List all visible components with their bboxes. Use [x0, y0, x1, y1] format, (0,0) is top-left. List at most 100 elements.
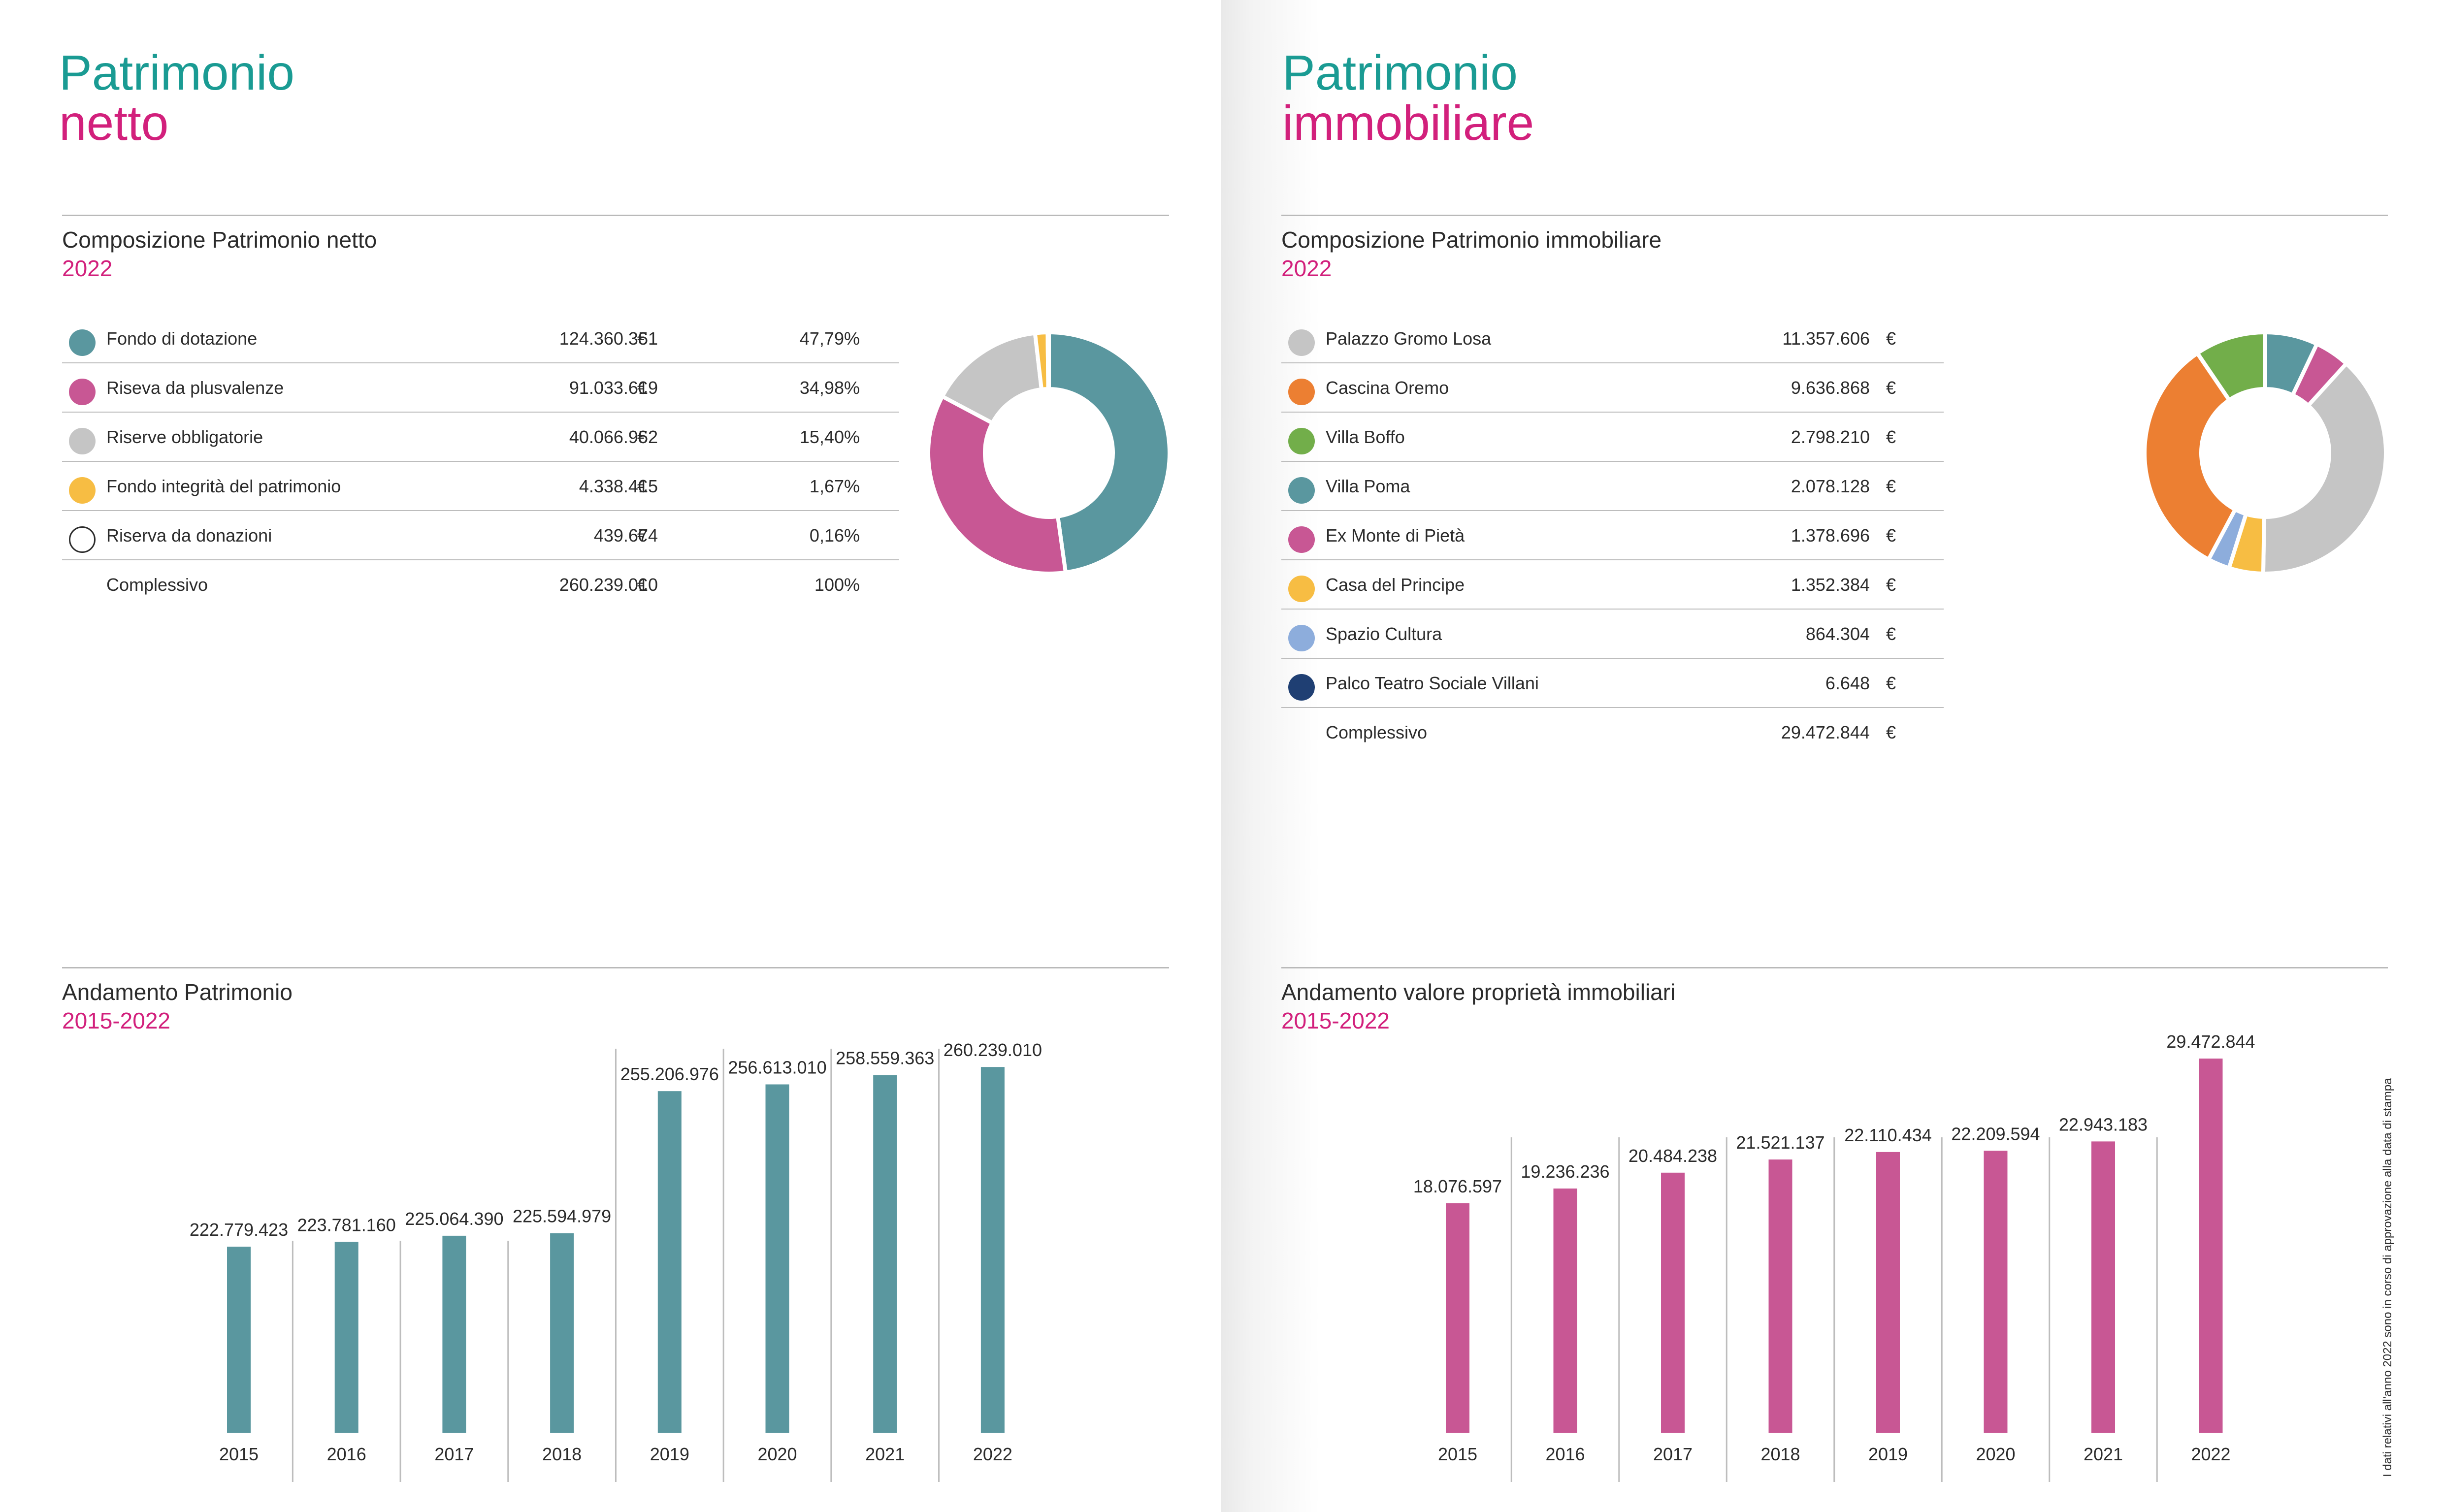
bar-value-label: 223.781.160 — [297, 1215, 396, 1235]
table-row: Casa del Principe 1.352.384 € — [1281, 560, 1944, 610]
table-row: Ex Monte di Pietà 1.378.696 € — [1281, 511, 1944, 560]
table-row: Palco Teatro Sociale Villani 6.648 € — [1281, 659, 1944, 708]
bar — [980, 1067, 1005, 1433]
bar — [765, 1084, 789, 1433]
section-divider — [62, 215, 1169, 216]
legend-swatch — [1288, 576, 1315, 602]
page-left: Patrimonio netto Composizione Patrimonio… — [0, 0, 1221, 1512]
x-tick-label: 2020 — [1976, 1444, 2015, 1464]
table-row: Riserve obbligatorie 40.066.952 €15,40% — [62, 413, 899, 462]
legend-swatch — [1288, 428, 1315, 454]
bar-value-label: 258.559.363 — [836, 1048, 934, 1068]
row-currency: € — [637, 427, 648, 447]
table-row: Cascina Oremo 9.636.868 € — [1281, 363, 1944, 413]
bar — [1446, 1203, 1469, 1433]
row-divider — [1281, 559, 1944, 560]
row-value: 864.304 — [1805, 624, 1870, 644]
legend-swatch — [69, 428, 96, 454]
legend-swatch — [69, 526, 96, 553]
composition-table: Palazzo Gromo Losa 11.357.606 € Cascina Ore… — [1281, 314, 1944, 757]
bar — [1661, 1172, 1685, 1433]
x-tick-label: 2022 — [973, 1444, 1012, 1464]
donut-slice — [2143, 351, 2237, 562]
row-currency: € — [637, 525, 648, 546]
x-tick-label: 2018 — [542, 1444, 582, 1464]
row-currency: € — [1886, 476, 1896, 496]
trend-bar-chart: 222.779.423 2015 223.781.160 2016 225.064.39… — [190, 1040, 1042, 1482]
bar — [2091, 1141, 2115, 1433]
row-divider — [62, 412, 899, 413]
x-tick-label: 2020 — [757, 1444, 797, 1464]
x-tick-label: 2016 — [327, 1444, 366, 1464]
bar-value-label: 22.209.594 — [1951, 1124, 2040, 1144]
row-divider — [1281, 510, 1944, 511]
x-tick-label: 2021 — [2084, 1444, 2123, 1464]
bar — [1553, 1188, 1577, 1433]
total-currency: € — [1886, 722, 1896, 742]
bar-value-label: 255.206.976 — [620, 1064, 719, 1084]
legend-swatch — [69, 329, 96, 356]
page-title: Patrimonio — [59, 45, 294, 100]
row-value: 1.378.696 — [1791, 525, 1870, 546]
bar-value-label: 225.064.390 — [405, 1209, 503, 1229]
bar-value-label: 22.110.434 — [1844, 1125, 1932, 1145]
composition-table: Fondo di dotazione 124.360.351 €47,79% Rise… — [62, 314, 899, 610]
row-label: Riserva da donazioni — [106, 525, 272, 546]
donut-slice — [1045, 330, 1051, 391]
total-value: 29.472.844 — [1781, 722, 1870, 742]
trend-period: 2015-2022 — [1281, 1008, 1390, 1033]
row-divider — [1281, 707, 1944, 708]
composition-donut-chart — [2143, 330, 2388, 576]
row-value: 4.338.415 — [579, 476, 658, 496]
row-value: 40.066.952 — [569, 427, 658, 447]
bar-value-label: 225.594.979 — [513, 1206, 611, 1226]
bar — [657, 1091, 682, 1433]
table-row: Fondo di dotazione 124.360.351 €47,79% — [62, 314, 899, 363]
total-currency: € — [637, 575, 648, 595]
row-label: Ex Monte di Pietà — [1326, 525, 1465, 546]
total-label: Complessivo — [106, 575, 208, 595]
row-value: 6.648 — [1825, 673, 1870, 693]
x-tick-label: 2017 — [434, 1444, 474, 1464]
row-value: 2.798.210 — [1791, 427, 1870, 447]
donut-slice — [2195, 330, 2267, 402]
bar-value-label: 29.472.844 — [2166, 1031, 2255, 1052]
row-divider — [1281, 461, 1944, 462]
bar-value-label: 256.613.010 — [728, 1057, 826, 1077]
table-row: Villa Poma 2.078.128 € — [1281, 462, 1944, 511]
row-currency: € — [1886, 673, 1896, 693]
legend-swatch — [1288, 379, 1315, 405]
row-divider — [1281, 658, 1944, 659]
composition-donut-chart — [926, 330, 1172, 576]
row-divider — [62, 362, 899, 363]
row-divider — [1281, 609, 1944, 610]
row-label: Riseva da plusvalenze — [106, 378, 284, 398]
row-label: Villa Boffo — [1326, 427, 1405, 447]
bar-value-label: 19.236.236 — [1521, 1161, 1609, 1182]
row-value: 2.078.128 — [1791, 476, 1870, 496]
section-divider — [62, 967, 1169, 968]
row-label: Casa del Principe — [1326, 575, 1465, 595]
bar-value-label: 260.239.010 — [944, 1040, 1042, 1060]
legend-swatch — [69, 379, 96, 405]
row-label: Spazio Cultura — [1326, 624, 1442, 644]
row-currency: € — [637, 328, 648, 349]
row-currency: € — [1886, 378, 1896, 398]
row-divider — [1281, 412, 1944, 413]
section-divider — [1281, 215, 2388, 216]
bar — [442, 1235, 466, 1433]
total-value: 260.239.010 — [559, 575, 658, 595]
bar — [873, 1075, 897, 1433]
composition-title: Composizione Patrimonio netto — [62, 227, 377, 253]
table-row: Riseva da plusvalenze 91.033.619 €34,98% — [62, 363, 899, 413]
row-currency: € — [1886, 328, 1896, 349]
row-value: 9.636.868 — [1791, 378, 1870, 398]
table-row: Riserva da donazioni 439.674 €0,16% — [62, 511, 899, 560]
bar-value-label: 21.521.137 — [1736, 1132, 1824, 1153]
row-value: 91.033.619 — [569, 378, 658, 398]
table-row: Spazio Cultura 864.304 € — [1281, 610, 1944, 659]
donut-slice — [926, 394, 1068, 576]
bar-value-label: 18.076.597 — [1413, 1176, 1502, 1196]
row-currency: € — [637, 476, 648, 496]
row-divider — [62, 510, 899, 511]
